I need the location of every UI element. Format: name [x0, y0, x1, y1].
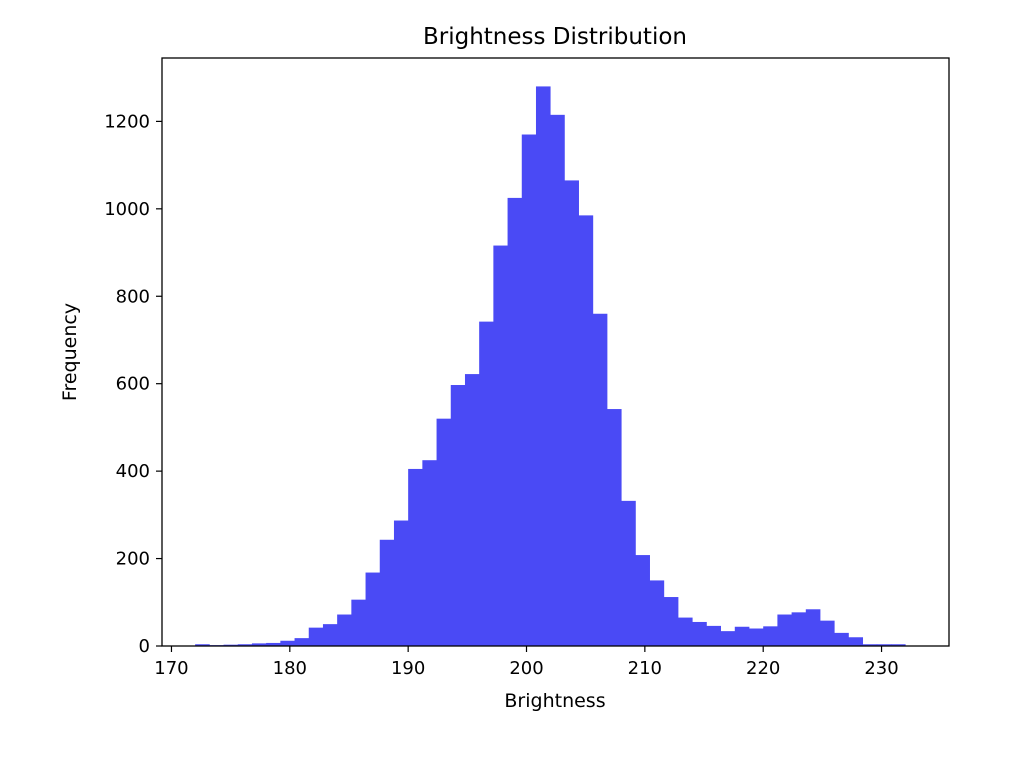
histogram-bar — [777, 614, 792, 646]
histogram-bar — [266, 642, 281, 646]
histogram-bar — [663, 597, 679, 646]
x-tick-label: 210 — [628, 658, 662, 679]
x-tick-label: 220 — [746, 658, 780, 679]
histogram-bar — [422, 460, 437, 646]
y-tick-label: 800 — [116, 286, 150, 307]
histogram-bar — [365, 572, 381, 646]
histogram-bar — [521, 134, 537, 646]
y-axis-ticks: 0 200 400 600 800 1000 1200 — [104, 111, 162, 657]
histogram-bar — [606, 409, 622, 646]
histogram-bar — [734, 626, 750, 646]
y-tick-label: 200 — [116, 549, 150, 570]
y-axis-label: Frequency — [59, 303, 81, 401]
histogram-bar — [848, 637, 864, 646]
x-tick-label: 180 — [273, 658, 307, 679]
histogram-bar — [706, 625, 721, 646]
x-tick-label: 230 — [864, 658, 898, 679]
histogram-bar — [891, 644, 906, 646]
histogram-bars — [195, 86, 906, 647]
histogram-bar — [720, 631, 736, 646]
x-tick-label: 200 — [509, 658, 543, 679]
histogram-bar — [862, 644, 878, 646]
histogram-bar — [436, 418, 452, 646]
histogram-bar — [493, 245, 508, 647]
histogram-bar — [251, 643, 267, 646]
histogram-bar — [834, 632, 849, 646]
histogram-bar — [408, 468, 423, 646]
histogram-bar — [280, 640, 295, 646]
histogram-bar — [223, 644, 239, 646]
histogram-bar — [393, 520, 409, 646]
histogram-bar — [692, 621, 707, 646]
histogram-bar — [294, 638, 310, 646]
histogram-bar — [351, 599, 366, 646]
histogram-bar — [635, 555, 650, 646]
chart-title: Brightness Distribution — [423, 24, 687, 50]
y-tick-label: 0 — [139, 636, 150, 657]
histogram-bar — [464, 374, 480, 646]
histogram-bar — [237, 644, 253, 646]
histogram-bar — [564, 180, 579, 646]
x-tick-label: 170 — [154, 658, 188, 679]
histogram-bar — [876, 644, 892, 646]
y-tick-label: 1200 — [104, 111, 150, 132]
histogram-bar — [677, 617, 693, 646]
x-axis-ticks: 170 180 190 200 210 220 230 — [154, 646, 899, 679]
histogram-bar — [379, 539, 395, 646]
histogram-bar — [322, 624, 338, 646]
histogram-bar — [749, 628, 764, 646]
histogram-bar — [791, 612, 807, 646]
histogram-bar — [621, 500, 636, 646]
histogram-bar — [820, 620, 835, 646]
histogram-bar — [337, 614, 352, 646]
histogram-bar — [578, 215, 594, 646]
histogram-bar — [805, 609, 821, 646]
histogram-bar — [450, 385, 466, 646]
x-tick-label: 190 — [391, 658, 425, 679]
y-tick-label: 1000 — [104, 199, 150, 220]
histogram-bar — [308, 627, 324, 646]
x-axis-label: Brightness — [504, 690, 605, 712]
histogram-bar — [592, 313, 608, 646]
histogram-bar — [649, 580, 665, 646]
plot-frame — [161, 57, 950, 647]
histogram-bar — [507, 197, 523, 646]
histogram-bar — [535, 86, 551, 647]
histogram-bar — [479, 321, 494, 646]
y-tick-label: 600 — [116, 374, 150, 395]
histogram-bar — [195, 644, 210, 646]
histogram-bar — [763, 626, 778, 646]
y-tick-label: 400 — [116, 461, 150, 482]
histogram-bar — [550, 114, 565, 646]
